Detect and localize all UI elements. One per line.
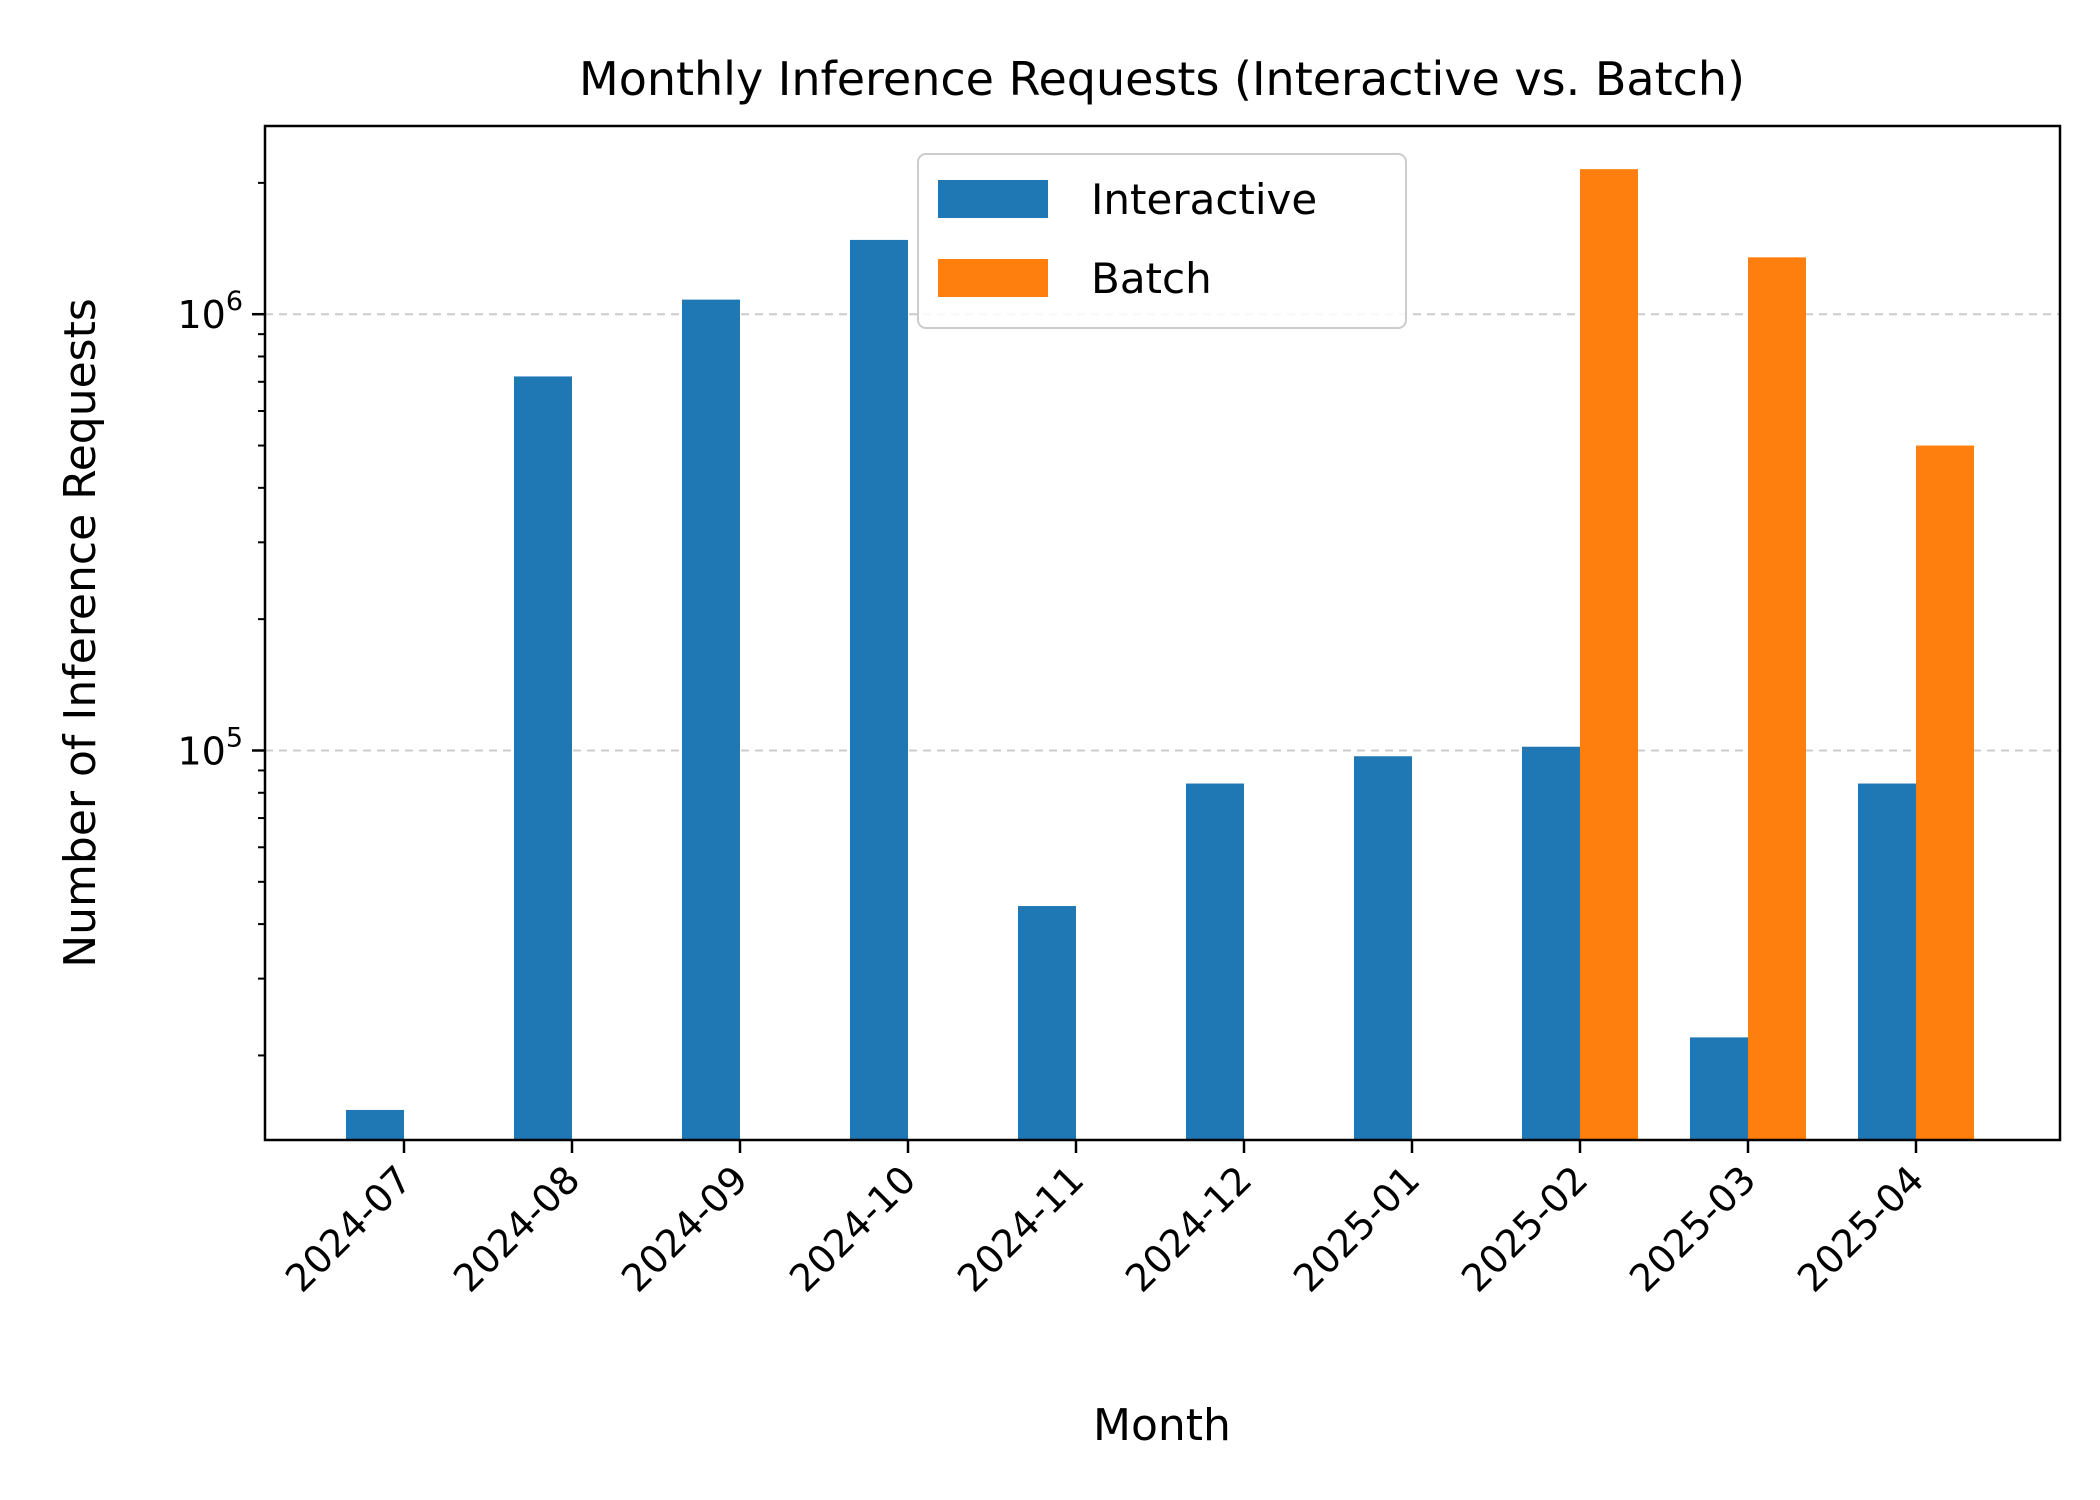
bar-interactive-2025-01	[1354, 756, 1412, 1140]
bar-interactive-2024-11	[1018, 906, 1076, 1140]
legend-swatch-interactive	[938, 180, 1048, 218]
x-tick-label: 2024-10	[781, 1157, 924, 1300]
x-tick-label: 2024-11	[949, 1157, 1092, 1300]
chart-title: Monthly Inference Requests (Interactive …	[579, 52, 1745, 106]
x-axis-ticks: 2024-07 2024-08 2024-09 2024-10 2024-11 2024-…	[277, 1140, 1932, 1301]
legend-label-interactive: Interactive	[1091, 175, 1317, 224]
x-tick-label: 2025-04	[1789, 1157, 1932, 1300]
x-tick-label: 2024-07	[277, 1157, 420, 1300]
legend-swatch-batch	[938, 259, 1048, 297]
y-axis-ticks: 105 106	[177, 181, 265, 1057]
plot-frame	[263, 124, 2062, 1142]
y-axis-label: Number of Inference Requests	[55, 298, 106, 968]
x-axis-label: Month	[1093, 1400, 1231, 1451]
bar-interactive-2025-03	[1690, 1037, 1748, 1140]
legend: Interactive Batch	[917, 153, 1407, 329]
bar-interactive-2024-08	[514, 376, 572, 1140]
x-tick-label: 2024-09	[613, 1157, 756, 1300]
bar-interactive-2025-02	[1522, 746, 1580, 1140]
x-tick-label: 2024-08	[445, 1157, 588, 1300]
x-tick-label: 2025-01	[1285, 1157, 1428, 1300]
x-tick-label: 2025-02	[1453, 1157, 1596, 1300]
y-tick-label: 106	[177, 286, 243, 337]
bar-interactive-2024-10	[850, 239, 908, 1140]
bar-batch-2025-02	[1580, 169, 1638, 1140]
bar-interactive-2024-09	[682, 299, 740, 1140]
bar-batch-2025-03	[1748, 257, 1806, 1141]
bars	[346, 169, 1974, 1141]
y-tick-label: 105	[177, 722, 243, 773]
x-tick-label: 2025-03	[1621, 1157, 1764, 1300]
x-tick-label: 2024-12	[1117, 1157, 1260, 1300]
bar-interactive-2024-07	[346, 1109, 404, 1140]
bar-batch-2025-04	[1916, 445, 1974, 1140]
bar-interactive-2024-12	[1186, 783, 1244, 1140]
legend-label-batch: Batch	[1091, 254, 1212, 303]
bar-interactive-2025-04	[1858, 783, 1916, 1140]
